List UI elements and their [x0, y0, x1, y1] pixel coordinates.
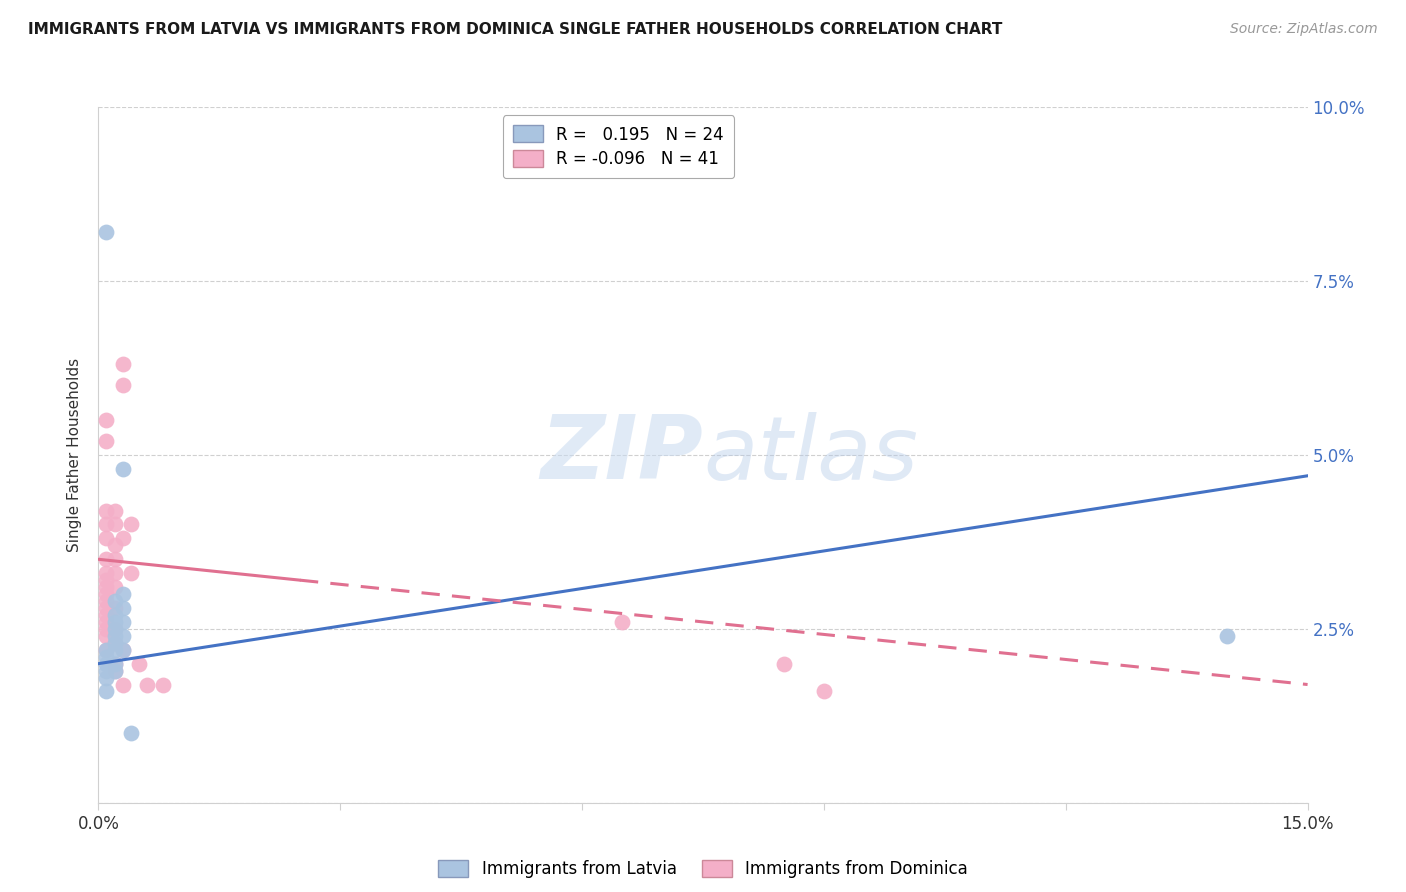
Point	[96, 622, 118, 636]
Point	[103, 607, 125, 622]
Point	[135, 677, 157, 691]
Point	[111, 601, 134, 615]
Point	[96, 413, 118, 427]
Point	[103, 552, 125, 566]
Point	[96, 552, 118, 566]
Point	[103, 538, 125, 552]
Point	[120, 566, 142, 581]
Point	[813, 684, 835, 698]
Point	[111, 532, 134, 546]
Text: atlas: atlas	[703, 412, 918, 498]
Point	[103, 594, 125, 608]
Point	[96, 607, 118, 622]
Point	[1216, 629, 1239, 643]
Point	[111, 358, 134, 372]
Point	[103, 503, 125, 517]
Point	[96, 580, 118, 594]
Y-axis label: Single Father Households: Single Father Households	[67, 358, 83, 552]
Point	[96, 566, 118, 581]
Point	[96, 642, 118, 657]
Point	[103, 664, 125, 678]
Point	[96, 434, 118, 448]
Point	[96, 573, 118, 587]
Point	[96, 601, 118, 615]
Point	[103, 657, 125, 671]
Point	[103, 629, 125, 643]
Point	[152, 677, 174, 691]
Point	[103, 566, 125, 581]
Point	[111, 642, 134, 657]
Point	[96, 532, 118, 546]
Point	[103, 517, 125, 532]
Point	[96, 503, 118, 517]
Point	[103, 657, 125, 671]
Point	[120, 517, 142, 532]
Point	[96, 642, 118, 657]
Point	[111, 629, 134, 643]
Point	[772, 657, 794, 671]
Text: Source: ZipAtlas.com: Source: ZipAtlas.com	[1230, 22, 1378, 37]
Point	[103, 622, 125, 636]
Point	[96, 649, 118, 664]
Point	[96, 225, 118, 239]
Point	[96, 629, 118, 643]
Point	[103, 664, 125, 678]
Text: IMMIGRANTS FROM LATVIA VS IMMIGRANTS FROM DOMINICA SINGLE FATHER HOUSEHOLDS CORR: IMMIGRANTS FROM LATVIA VS IMMIGRANTS FRO…	[28, 22, 1002, 37]
Point	[96, 664, 118, 678]
Point	[96, 657, 118, 671]
Text: ZIP: ZIP	[540, 411, 703, 499]
Point	[111, 378, 134, 392]
Point	[103, 601, 125, 615]
Point	[103, 636, 125, 650]
Point	[96, 671, 118, 685]
Point	[103, 622, 125, 636]
Point	[96, 684, 118, 698]
Point	[612, 615, 634, 629]
Point	[103, 642, 125, 657]
Point	[96, 615, 118, 629]
Point	[128, 657, 150, 671]
Point	[111, 587, 134, 601]
Point	[111, 462, 134, 476]
Point	[111, 677, 134, 691]
Point	[96, 594, 118, 608]
Point	[96, 587, 118, 601]
Point	[103, 636, 125, 650]
Point	[103, 580, 125, 594]
Point	[111, 642, 134, 657]
Point	[120, 726, 142, 740]
Point	[103, 615, 125, 629]
Point	[96, 517, 118, 532]
Point	[111, 615, 134, 629]
Legend: Immigrants from Latvia, Immigrants from Dominica: Immigrants from Latvia, Immigrants from …	[432, 854, 974, 885]
